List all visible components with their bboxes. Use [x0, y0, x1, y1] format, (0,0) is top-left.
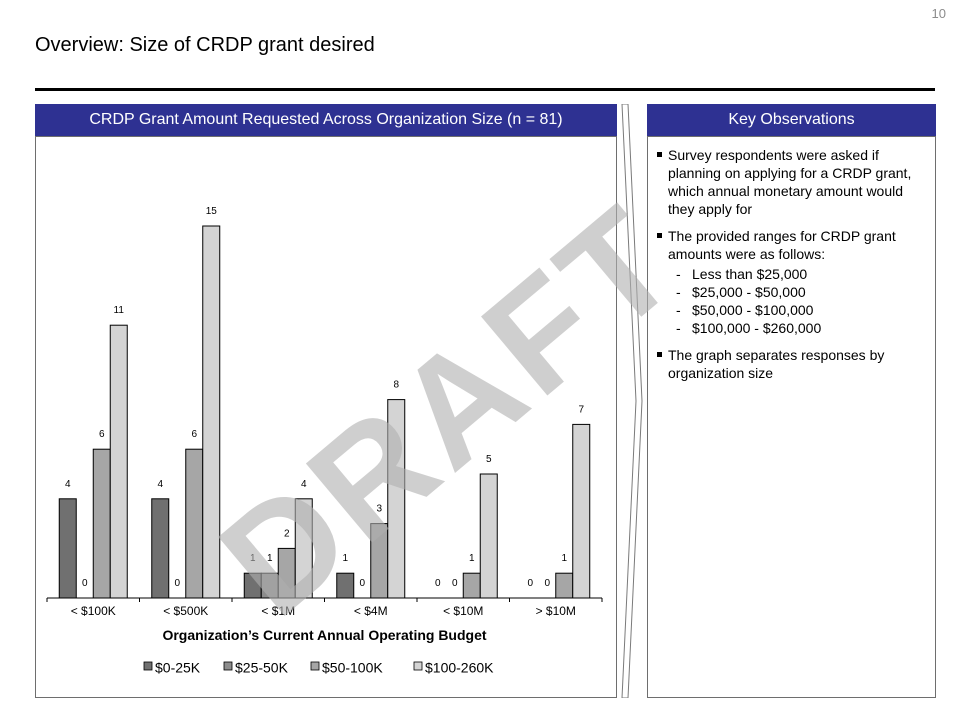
- grant-range-list: Less than $25,000 $25,000 - $50,000 $50,…: [674, 265, 927, 337]
- legend-label: $25-50K: [235, 660, 289, 676]
- x-tick-label: < $10M: [443, 604, 483, 618]
- chevron-arrow-icon: [621, 104, 643, 698]
- observation-text: Survey respondents were asked if plannin…: [668, 147, 912, 217]
- data-label: 4: [65, 479, 71, 490]
- data-label: 1: [267, 553, 273, 564]
- bar: [185, 448, 204, 599]
- x-tick-label: < $100K: [71, 604, 116, 618]
- x-tick-label: < $4M: [354, 604, 388, 618]
- observation-text: The provided ranges for CRDP grant amoun…: [668, 228, 896, 262]
- bar: [151, 498, 170, 599]
- data-label: 0: [435, 578, 441, 589]
- data-label: 1: [469, 553, 475, 564]
- x-axis-title: Organization’s Current Annual Operating …: [162, 627, 486, 643]
- grant-range-item: Less than $25,000: [674, 265, 927, 283]
- data-label: 11: [114, 305, 125, 316]
- data-label: 0: [452, 578, 458, 589]
- grant-range-item: $25,000 - $50,000: [674, 283, 927, 301]
- legend-label: $0-25K: [155, 660, 201, 676]
- bar: [336, 572, 355, 599]
- bar: [572, 423, 591, 599]
- x-tick-label: > $10M: [536, 604, 576, 618]
- bar: [243, 572, 262, 599]
- data-label: 15: [206, 206, 218, 217]
- data-label: 5: [486, 454, 492, 465]
- chart-panel-header: CRDP Grant Amount Requested Across Organ…: [35, 104, 617, 136]
- bar: [479, 473, 498, 599]
- data-label: 6: [191, 429, 197, 440]
- observations-list: Survey respondents were asked if plannin…: [657, 146, 927, 391]
- bar: [555, 572, 574, 599]
- bar: [109, 324, 128, 599]
- data-label: 1: [342, 553, 348, 564]
- data-label: 0: [359, 578, 365, 589]
- legend-swatch: [143, 661, 153, 671]
- data-label: 3: [376, 504, 382, 515]
- data-label: 1: [561, 553, 567, 564]
- bar: [92, 448, 111, 599]
- legend-swatch: [413, 661, 423, 671]
- observations-panel-header: Key Observations: [647, 104, 936, 136]
- observation-item: Survey respondents were asked if plannin…: [657, 146, 927, 218]
- legend-label: $50-100K: [322, 660, 383, 676]
- page-number: 10: [931, 6, 946, 21]
- observation-item: The provided ranges for CRDP grant amoun…: [657, 227, 927, 337]
- bar: [202, 225, 221, 599]
- data-label: 6: [99, 429, 105, 440]
- data-label: 8: [393, 380, 399, 391]
- bar: [462, 572, 481, 599]
- data-label: 0: [527, 578, 533, 589]
- x-tick-label: < $1M: [261, 604, 295, 618]
- bar: [260, 572, 279, 599]
- legend-label: $100-260K: [425, 660, 494, 676]
- data-label: 7: [578, 404, 584, 415]
- data-label: 2: [284, 528, 290, 539]
- bar: [294, 498, 313, 599]
- bar: [387, 399, 406, 599]
- grant-range-item: $50,000 - $100,000: [674, 301, 927, 319]
- bar: [277, 547, 296, 599]
- data-label: 0: [174, 578, 180, 589]
- observations-panel: [647, 136, 936, 698]
- grant-range-item: $100,000 - $260,000: [674, 319, 927, 337]
- data-label: 4: [157, 479, 163, 490]
- data-label: 0: [82, 578, 88, 589]
- x-tick-label: < $500K: [163, 604, 208, 618]
- data-label: 1: [250, 553, 256, 564]
- bar: [370, 523, 389, 599]
- legend-swatch: [223, 661, 233, 671]
- observation-text: The graph separates responses by organiz…: [668, 347, 885, 381]
- page-title: Overview: Size of CRDP grant desired: [35, 34, 375, 56]
- legend-swatch: [310, 661, 320, 671]
- data-label: 0: [544, 578, 550, 589]
- chart-panel: [35, 136, 617, 698]
- bar: [58, 498, 77, 599]
- title-divider: [35, 88, 935, 91]
- data-label: 4: [301, 479, 307, 490]
- observation-item: The graph separates responses by organiz…: [657, 346, 927, 382]
